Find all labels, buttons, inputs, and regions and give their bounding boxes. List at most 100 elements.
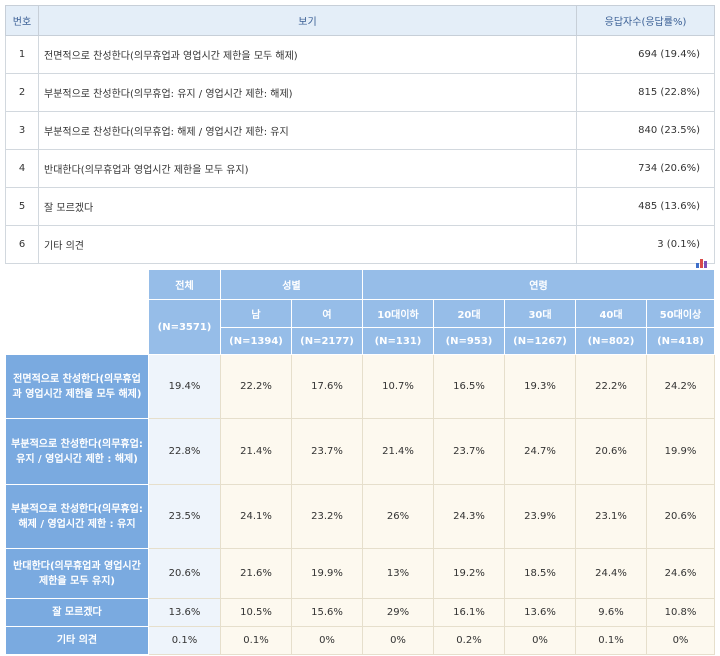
- row-label: 부분적으로 찬성한다(의무휴업: 유지 / 영업시간 제한 : 해제): [5, 418, 149, 485]
- row-label: 부분적으로 찬성한다(의무휴업: 해제 / 영업시간 제한 : 유지: [5, 484, 149, 549]
- table-row: 5 잘 모르겠다 485 (13.6%): [5, 187, 715, 226]
- option-label: 부분적으로 찬성한다(의무휴업: 해제 / 영업시간 제한: 유지: [38, 111, 577, 150]
- cell-total: 19.4%: [148, 354, 221, 419]
- header-gender: 성별: [220, 269, 363, 300]
- cell-value: 21.4%: [220, 418, 292, 485]
- header-col-40s: 40대: [575, 299, 647, 328]
- table-row: 부분적으로 찬성한다(의무휴업: 유지 / 영업시간 제한 : 해제) 22.8…: [5, 418, 715, 485]
- option-responses: 815 (22.8%): [576, 73, 715, 112]
- option-label: 잘 모르겠다: [38, 187, 577, 226]
- table-row: 6 기타 의견 3 (0.1%): [5, 225, 715, 264]
- header-no: 번호: [5, 5, 39, 36]
- header-n-30s: (N=1267): [504, 327, 576, 355]
- option-number: 5: [5, 187, 39, 226]
- cell-total: 22.8%: [148, 418, 221, 485]
- table-row: 잘 모르겠다 13.6% 10.5% 15.6% 29% 16.1% 13.6%…: [5, 598, 715, 627]
- cell-value: 23.1%: [575, 484, 647, 549]
- table-row: 2 부분적으로 찬성한다(의무휴업: 유지 / 영업시간 제한: 해제) 815…: [5, 73, 715, 112]
- option-responses: 3 (0.1%): [576, 225, 715, 264]
- cell-total: 13.6%: [148, 598, 221, 627]
- option-number: 2: [5, 73, 39, 112]
- header-n-teens: (N=131): [362, 327, 434, 355]
- option-number: 1: [5, 35, 39, 74]
- cell-value: 21.6%: [220, 548, 292, 599]
- cell-value: 10.7%: [362, 354, 434, 419]
- cell-value: 15.6%: [291, 598, 363, 627]
- crosstab-corner: [5, 269, 149, 355]
- cell-value: 24.3%: [433, 484, 505, 549]
- option-responses: 840 (23.5%): [576, 111, 715, 150]
- option-label: 반대한다(의무휴업과 영업시간 제한을 모두 유지): [38, 149, 577, 188]
- table-row: 4 반대한다(의무휴업과 영업시간 제한을 모두 유지) 734 (20.6%): [5, 149, 715, 188]
- cell-total: 23.5%: [148, 484, 221, 549]
- header-n-male: (N=1394): [220, 327, 292, 355]
- row-label: 반대한다(의무휴업과 영업시간 제한을 모두 유지): [5, 548, 149, 599]
- option-label: 전면적으로 찬성한다(의무휴업과 영업시간 제한을 모두 해제): [38, 35, 577, 74]
- cell-value: 10.5%: [220, 598, 292, 627]
- option-number: 6: [5, 225, 39, 264]
- cell-value: 24.1%: [220, 484, 292, 549]
- option-label: 부분적으로 찬성한다(의무휴업: 유지 / 영업시간 제한: 해제): [38, 73, 577, 112]
- option-responses: 485 (13.6%): [576, 187, 715, 226]
- cell-value: 24.7%: [504, 418, 576, 485]
- cell-total: 0.1%: [148, 626, 221, 655]
- table-row: 반대한다(의무휴업과 영업시간 제한을 모두 유지) 20.6% 21.6% 1…: [5, 548, 715, 599]
- cell-value: 23.2%: [291, 484, 363, 549]
- header-n-female: (N=2177): [291, 327, 363, 355]
- bar-chart-icon[interactable]: [695, 257, 709, 268]
- header-col-20s: 20대: [433, 299, 505, 328]
- header-col-30s: 30대: [504, 299, 576, 328]
- header-age: 연령: [362, 269, 715, 300]
- cell-value: 0.1%: [220, 626, 292, 655]
- cell-value: 16.5%: [433, 354, 505, 419]
- cell-value: 24.4%: [575, 548, 647, 599]
- crosstab-table: 전체 성별 연령 (N=3571) 남 여 10대이하 20대 30대 40대 …: [5, 269, 715, 655]
- cell-value: 26%: [362, 484, 434, 549]
- cell-value: 22.2%: [220, 354, 292, 419]
- cell-value: 0%: [362, 626, 434, 655]
- cell-value: 9.6%: [575, 598, 647, 627]
- cell-value: 20.6%: [646, 484, 715, 549]
- options-header-row: 번호 보기 응답자수(응답률%): [5, 5, 715, 36]
- header-total-n: (N=3571): [148, 299, 221, 355]
- cell-value: 22.2%: [575, 354, 647, 419]
- row-label: 기타 의견: [5, 626, 149, 655]
- header-responses: 응답자수(응답률%): [576, 5, 715, 36]
- option-number: 4: [5, 149, 39, 188]
- option-label: 기타 의견: [38, 225, 577, 264]
- header-col-male: 남: [220, 299, 292, 328]
- cell-value: 0%: [291, 626, 363, 655]
- cell-value: 19.2%: [433, 548, 505, 599]
- header-n-40s: (N=802): [575, 327, 647, 355]
- header-option: 보기: [38, 5, 577, 36]
- cell-value: 21.4%: [362, 418, 434, 485]
- crosstab-group-row: 전체 성별 연령: [5, 269, 715, 355]
- option-responses: 694 (19.4%): [576, 35, 715, 74]
- cell-value: 0%: [504, 626, 576, 655]
- header-col-female: 여: [291, 299, 363, 328]
- crosstab-subgroup-row: (N=3571) 남 여 10대이하 20대 30대 40대 50대이상: [6, 299, 715, 355]
- cell-value: 24.2%: [646, 354, 715, 419]
- cell-value: 16.1%: [433, 598, 505, 627]
- cell-value: 23.9%: [504, 484, 576, 549]
- table-row: 부분적으로 찬성한다(의무휴업: 해제 / 영업시간 제한 : 유지 23.5%…: [5, 484, 715, 549]
- table-row: 전면적으로 찬성한다(의무휴업과 영업시간 제한을 모두 해제) 19.4% 2…: [5, 354, 715, 419]
- header-total: 전체: [148, 269, 221, 300]
- cell-total: 20.6%: [148, 548, 221, 599]
- cell-value: 23.7%: [291, 418, 363, 485]
- cell-value: 10.8%: [646, 598, 715, 627]
- row-label: 전면적으로 찬성한다(의무휴업과 영업시간 제한을 모두 해제): [5, 354, 149, 419]
- header-col-teens: 10대이하: [362, 299, 434, 328]
- header-n-20s: (N=953): [433, 327, 505, 355]
- cell-value: 13.6%: [504, 598, 576, 627]
- cell-value: 18.5%: [504, 548, 576, 599]
- table-row: 기타 의견 0.1% 0.1% 0% 0% 0.2% 0% 0.1% 0%: [5, 626, 715, 655]
- cell-value: 19.3%: [504, 354, 576, 419]
- options-table: 번호 보기 응답자수(응답률%) 1 전면적으로 찬성한다(의무휴업과 영업시간…: [5, 5, 715, 264]
- cell-value: 20.6%: [575, 418, 647, 485]
- cell-value: 23.7%: [433, 418, 505, 485]
- cell-value: 0%: [646, 626, 715, 655]
- header-n-50s: (N=418): [646, 327, 715, 355]
- table-row: 3 부분적으로 찬성한다(의무휴업: 해제 / 영업시간 제한: 유지 840 …: [5, 111, 715, 150]
- cell-value: 17.6%: [291, 354, 363, 419]
